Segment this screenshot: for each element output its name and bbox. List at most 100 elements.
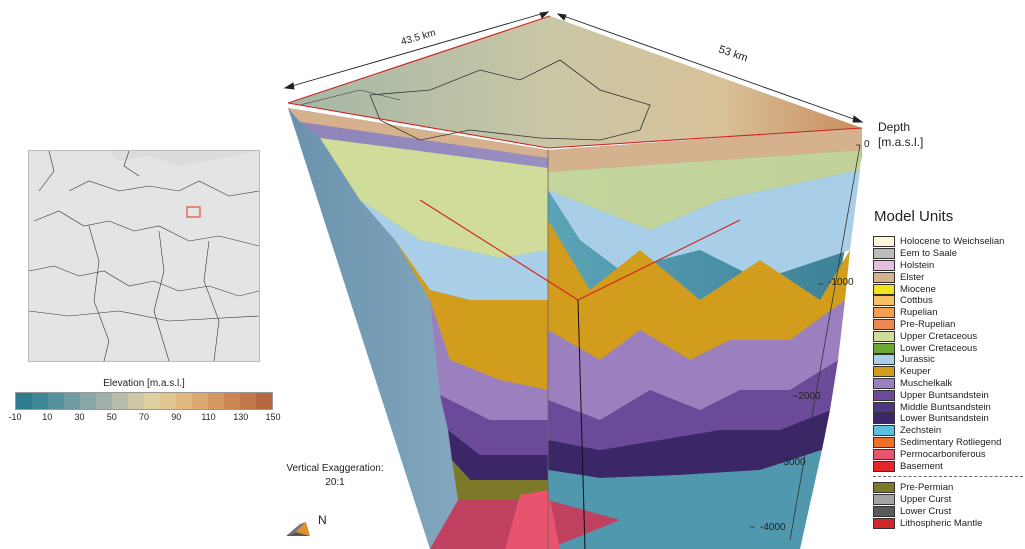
legend-item: Lower Buntsandstein (873, 413, 1023, 425)
legend-label: Lower Buntsandstein (900, 413, 989, 425)
legend-item: Holstein (873, 259, 1023, 272)
legend-item: Upper Cretaceous (873, 330, 1023, 342)
legend-label: Miocene (900, 283, 936, 295)
elevation-swatch (208, 393, 224, 409)
elevation-title: Elevation [m.a.s.l.] (103, 378, 185, 389)
legend-swatch (873, 248, 895, 260)
elevation-swatch (112, 393, 128, 409)
elevation-swatch (224, 393, 240, 409)
depth-tick-3000: -3000 (780, 457, 806, 468)
legend-item: Keuper (873, 366, 1023, 378)
legend-swatch (873, 505, 895, 517)
legend-label: Cottbus (900, 295, 933, 307)
legend-swatch (873, 236, 895, 248)
legend-label: Holstein (900, 259, 935, 271)
legend-swatch (873, 389, 895, 401)
legend-label: Upper Buntsandstein (900, 389, 989, 401)
elevation-swatch (64, 393, 80, 409)
legend-label: Lithospheric Mantle (900, 517, 983, 529)
legend-swatch (873, 354, 895, 366)
legend-item: Upper Curst (873, 494, 1023, 506)
legend-item: Lower Crust (873, 505, 1023, 518)
elevation-swatch (256, 393, 272, 409)
legend-item: Jurassic (873, 354, 1023, 366)
elevation-tick-label: 70 (138, 412, 150, 422)
study-area-marker (186, 206, 201, 218)
legend-label: Basement (900, 460, 943, 472)
legend-swatch (873, 271, 895, 283)
legend-swatch (873, 494, 895, 506)
legend-label: Rupelian (900, 307, 938, 319)
elevation-swatch (32, 393, 48, 409)
legend-swatch (873, 259, 895, 271)
elevation-swatch (160, 393, 176, 409)
legend-swatch (873, 448, 895, 460)
europe-outline (29, 151, 259, 361)
legend-label: Permocarboniferous (900, 448, 986, 460)
elevation-tick-label: 90 (171, 412, 182, 422)
legend-swatch (873, 330, 895, 342)
legend-swatch (873, 401, 895, 413)
elevation-swatch (192, 393, 208, 409)
depth-title-line2: [m.a.s.l.] (878, 135, 924, 149)
elevation-swatch (48, 393, 64, 409)
legend-label: Lower Crust (900, 505, 952, 517)
legend-swatch (873, 342, 895, 354)
depth-tick-1000: -1000 (828, 277, 854, 288)
legend-label: Sedimentary Rotliegend (900, 436, 1002, 448)
elevation-swatch (176, 393, 192, 409)
elevation-swatch (128, 393, 144, 409)
section-outline (287, 15, 863, 301)
legend-item: Middle Buntsandstein (873, 401, 1023, 413)
elevation-tick-label: -10 (8, 412, 22, 422)
legend-units: Holocene to Weichselian Eem to Saale Holst… (873, 236, 1023, 472)
dimension-arrows (283, 11, 864, 123)
legend-swatch (873, 517, 895, 529)
legend-swatch (873, 425, 895, 437)
legend-label: Keuper (900, 366, 931, 378)
north-label: N (318, 513, 327, 527)
legend-item: Rupelian (873, 307, 1023, 319)
legend-item: Sedimentary Rotliegend (873, 436, 1023, 449)
elevation-tick-label: 130 (233, 412, 249, 422)
legend-item: Holocene to Weichselian (873, 236, 1023, 248)
vertical-exaggeration: Vertical Exaggeration: 20:1 (270, 462, 400, 490)
model-units-legend: Holocene to Weichselian Eem to Saale Holst… (873, 236, 1023, 529)
elevation-swatches (15, 392, 273, 410)
elevation-tick-label: 30 (74, 412, 85, 422)
terrain-surface (288, 16, 862, 148)
legend-item: Pre-Permian (873, 482, 1023, 494)
elevation-colorbar: Elevation [m.a.s.l.] -10 10 30 50 70 90 110 130… (8, 378, 280, 426)
legend-item: Upper Buntsandstein (873, 389, 1023, 401)
legend-item: Pre-Rupelian (873, 318, 1023, 331)
legend-deep-units: Pre-Permian Upper Curst Lower Crust Lithosp… (873, 482, 1023, 529)
north-arrow-icon (286, 522, 310, 536)
legend-swatch (873, 307, 895, 319)
elevation-swatch (96, 393, 112, 409)
legend-title: Model Units (874, 208, 954, 225)
legend-item: Basement (873, 460, 1023, 472)
depth-title-line1: Depth (878, 120, 911, 134)
legend-label: Eem to Saale (900, 248, 958, 260)
legend-label: Holocene to Weichselian (900, 236, 1005, 248)
vexag-line1: Vertical Exaggeration: (286, 463, 384, 474)
borehole-line (577, 299, 586, 549)
legend-item: Muschelkalk (873, 377, 1023, 390)
legend-item: Cottbus (873, 295, 1023, 307)
legend-label: Muschelkalk (900, 377, 953, 389)
left-face (288, 108, 548, 549)
depth-title: Depth [m.a.s.l.] (878, 120, 923, 150)
depth-tick-0: 0 (864, 139, 870, 150)
elevation-swatch (240, 393, 256, 409)
elevation-ticks: -10 10 30 50 70 90 110 130 150 (8, 412, 280, 426)
legend-label: Pre-Rupelian (900, 318, 956, 330)
legend-swatch (873, 283, 895, 295)
legend-swatch (873, 377, 895, 389)
elevation-swatch (144, 393, 160, 409)
legend-label: Middle Buntsandstein (900, 401, 991, 413)
legend-label: Upper Cretaceous (900, 330, 978, 342)
depth-tick-2000: -2000 (795, 391, 821, 402)
legend-label: Elster (900, 271, 925, 283)
legend-swatch (873, 460, 895, 472)
